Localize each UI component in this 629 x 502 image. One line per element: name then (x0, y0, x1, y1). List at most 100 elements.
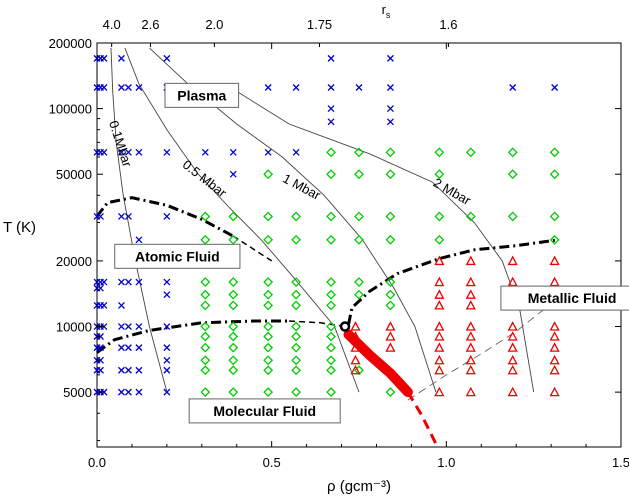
critical-point (339, 321, 351, 332)
diamond-marker (465, 147, 476, 158)
triangle-marker (350, 342, 361, 352)
y-tick-label: 100000 (49, 102, 92, 117)
cross-marker (355, 84, 363, 91)
cross-marker (386, 105, 394, 113)
diamond-marker (326, 147, 336, 158)
triangle-marker (549, 342, 560, 352)
cross-marker (124, 366, 132, 374)
triangle-marker (549, 276, 560, 287)
cross-marker (97, 344, 104, 352)
top-axis-title: rs (382, 2, 391, 20)
diamond-marker (228, 355, 239, 366)
triangle-marker (507, 276, 518, 287)
triangle-marker (549, 321, 560, 331)
region-label: Metallic Fluid (528, 290, 617, 306)
diamond-marker (228, 234, 239, 245)
cross-marker (163, 366, 171, 374)
diamond-marker (263, 342, 274, 353)
cross-marker (229, 170, 237, 178)
cross-marker (100, 388, 108, 396)
isobar-label: 0.1Mbar (106, 119, 135, 170)
triangle-marker (465, 321, 476, 331)
cross-marker (100, 301, 108, 309)
cross-marker (135, 148, 143, 156)
triangle-marker (350, 321, 361, 331)
cross-marker (100, 148, 108, 156)
diamond-marker (385, 234, 396, 245)
atomic-plasma-line (95, 196, 234, 238)
cross-marker (100, 278, 108, 286)
cross-marker (117, 366, 125, 374)
diamond-marker (228, 277, 239, 287)
region-label: Molecular Fluid (213, 403, 316, 419)
triangle-marker (434, 321, 445, 331)
cross-marker (163, 291, 171, 299)
cross-marker (117, 344, 125, 352)
triangle-marker (434, 276, 445, 287)
cross-marker (135, 388, 143, 396)
diamond-marker (549, 169, 560, 180)
top-tick-label: 1.75 (307, 17, 332, 32)
diamond-marker (291, 355, 302, 366)
diamond-marker (200, 342, 211, 353)
diamond-marker (200, 211, 211, 222)
triangle-marker (434, 331, 445, 341)
diamond-marker (263, 300, 274, 311)
isobar-line (124, 47, 360, 393)
diamond-marker (200, 321, 211, 332)
isobar-line (110, 47, 168, 393)
diamond-marker (326, 277, 336, 287)
cross-marker (97, 333, 104, 340)
diamond-marker (291, 387, 302, 398)
diamond-marker (507, 211, 518, 222)
cross-marker (117, 84, 125, 91)
diamond-marker (263, 331, 274, 342)
cross-marker (124, 212, 132, 220)
diamond-marker (549, 147, 560, 158)
diamond-marker (263, 211, 274, 222)
cross-marker (117, 278, 125, 286)
region-label: Plasma (177, 87, 226, 103)
cross-marker (117, 148, 125, 156)
cross-marker (163, 388, 171, 396)
cross-marker (163, 148, 171, 156)
cross-marker (163, 278, 171, 286)
cross-marker (509, 84, 517, 91)
diamond-marker (263, 355, 274, 366)
triangle-marker (350, 331, 361, 341)
diamond-marker (291, 211, 302, 222)
diamond-marker (385, 387, 396, 398)
diamond-marker (434, 211, 445, 222)
diamond-marker (385, 289, 396, 300)
diamond-marker (200, 365, 211, 376)
cross-marker (135, 236, 143, 244)
diamond-marker (200, 300, 211, 311)
diamond-marker (291, 234, 302, 245)
cross-marker (264, 148, 272, 156)
triangle-marker (385, 321, 396, 331)
diamond-marker (200, 355, 211, 366)
diamond-marker (385, 169, 396, 180)
y-axis-title: T (K) (3, 219, 36, 236)
diamond-marker (507, 169, 518, 180)
triangle-marker (549, 386, 560, 397)
x-tick-label: 1.0 (437, 455, 455, 470)
cross-marker (124, 148, 132, 156)
cross-marker (163, 212, 171, 220)
diamond-marker (228, 365, 239, 376)
diamond-marker (385, 300, 396, 311)
cross-marker (117, 54, 125, 62)
diamond-marker (385, 277, 396, 287)
diamond-marker (354, 277, 364, 287)
cross-marker (100, 84, 108, 91)
y-tick-label: 200000 (49, 36, 92, 51)
cross-marker (117, 212, 125, 220)
cross-marker (229, 148, 237, 156)
cross-marker (327, 84, 335, 91)
cross-marker (292, 148, 300, 156)
triangle-marker (507, 364, 518, 375)
diamond-marker (263, 289, 274, 300)
triangle-marker (507, 386, 518, 397)
top-tick-label: 4.0 (103, 17, 121, 32)
triangle-marker (465, 289, 476, 299)
